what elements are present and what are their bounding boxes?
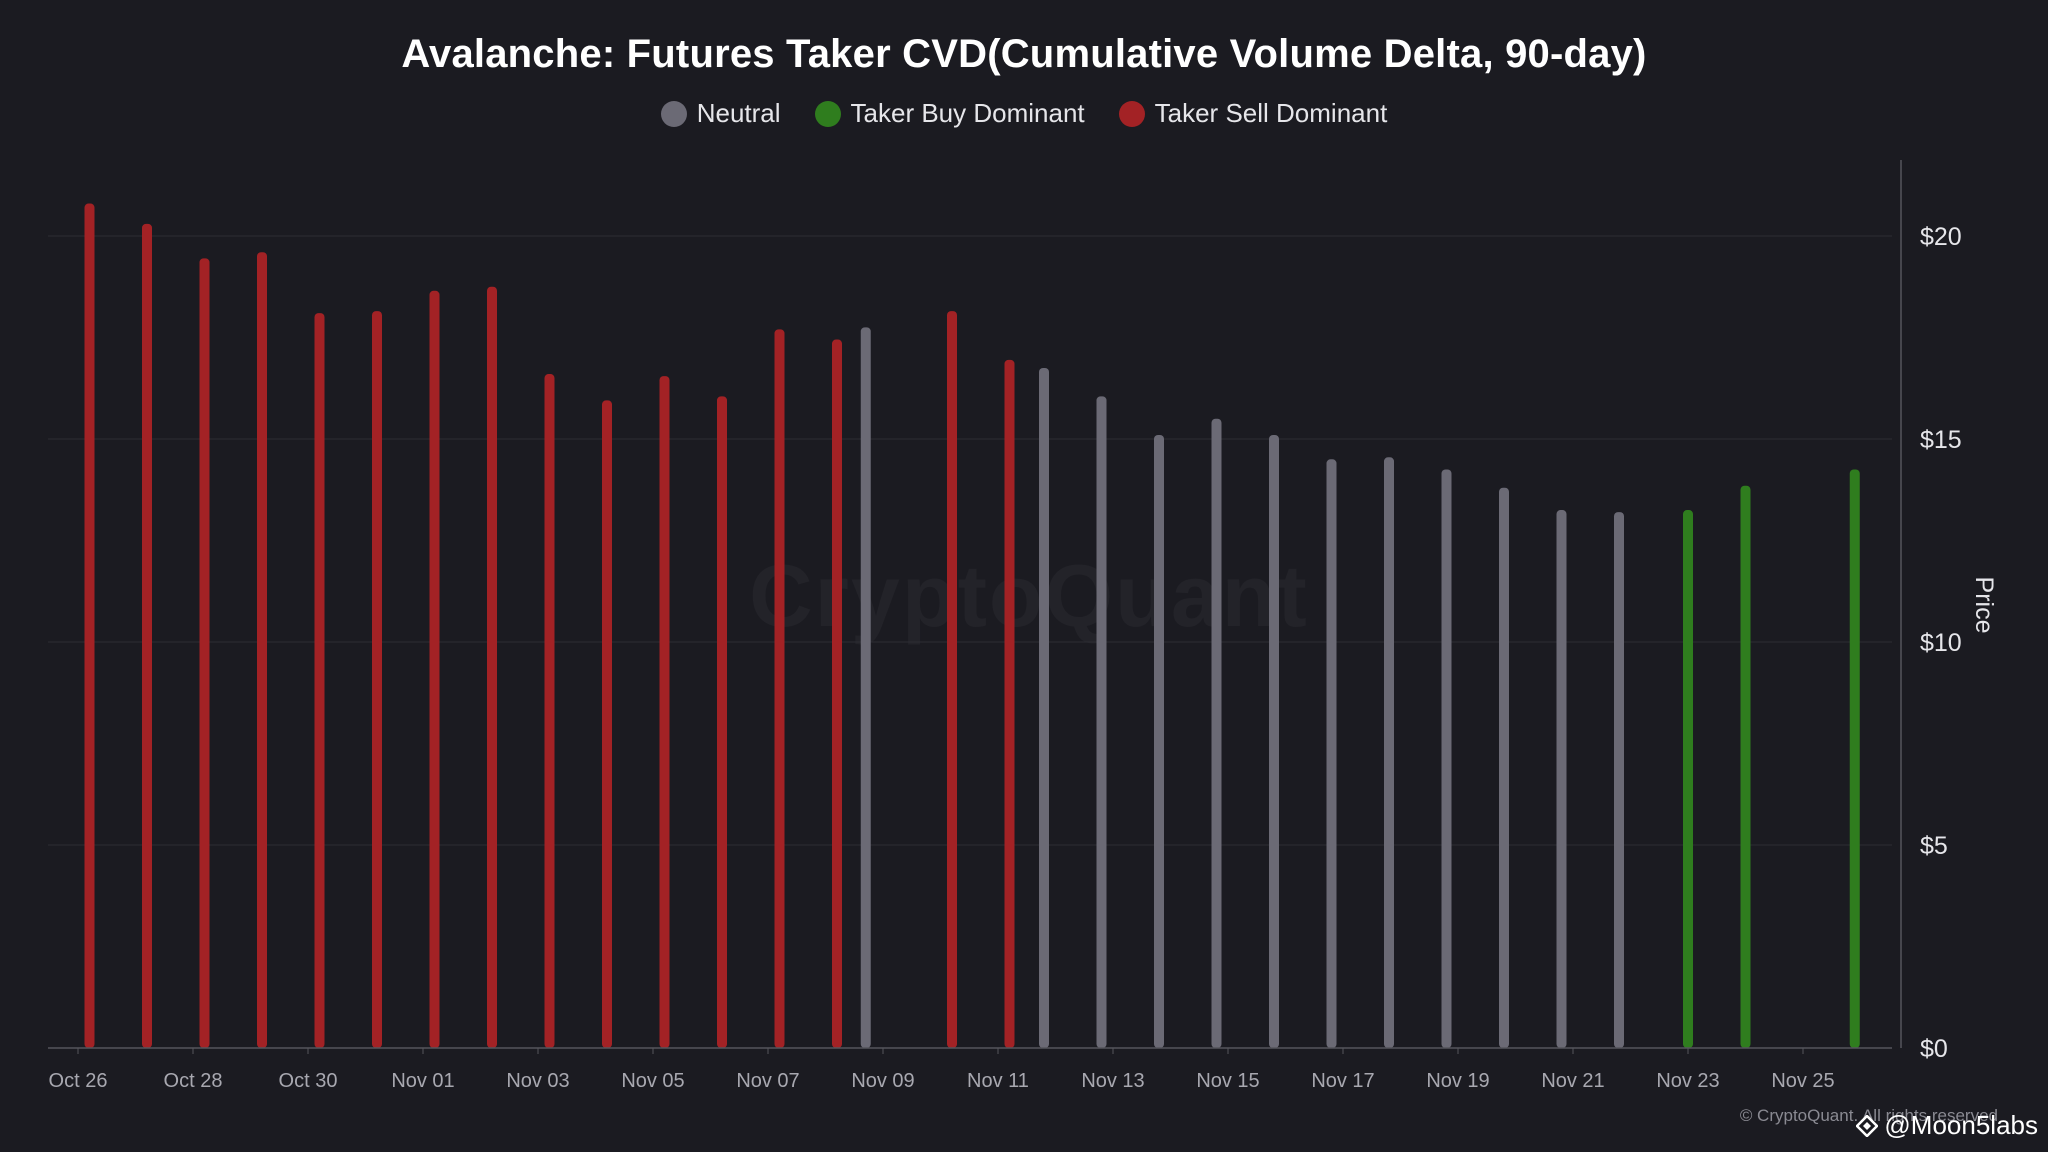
legend-dot-taker-buy bbox=[814, 100, 841, 127]
bar-neutral[interactable] bbox=[1441, 469, 1452, 1048]
legend-label-neutral: Neutral bbox=[696, 98, 781, 128]
bar-neutral[interactable] bbox=[1269, 434, 1279, 1048]
bar-neutral[interactable] bbox=[1096, 396, 1107, 1048]
bar-sell[interactable] bbox=[199, 258, 210, 1049]
bar-sell[interactable] bbox=[257, 252, 267, 1049]
x-tick-label: Nov 11 bbox=[967, 1070, 1029, 1092]
y-tick-label: $10 bbox=[1920, 629, 1962, 657]
bar-neutral[interactable] bbox=[1614, 512, 1624, 1048]
legend-label-taker-buy: Taker Buy Dominant bbox=[850, 98, 1085, 128]
bar-sell[interactable] bbox=[774, 329, 785, 1048]
bar-sell[interactable] bbox=[602, 400, 612, 1048]
bar-neutral[interactable] bbox=[1556, 510, 1567, 1048]
bar-sell[interactable] bbox=[544, 374, 555, 1048]
diamond-logo-icon bbox=[1856, 1114, 1879, 1137]
x-tick-label: Oct 28 bbox=[164, 1070, 223, 1092]
bar-buy[interactable] bbox=[1683, 510, 1693, 1048]
bar-sell[interactable] bbox=[659, 376, 670, 1048]
bar-sell[interactable] bbox=[314, 313, 325, 1048]
bar-sell[interactable] bbox=[1004, 359, 1015, 1049]
x-tick-label: Nov 19 bbox=[1426, 1070, 1489, 1092]
chart-title: Avalanche: Futures Taker CVD(Cumulative … bbox=[401, 32, 1647, 76]
bars bbox=[84, 203, 1860, 1049]
y-tick-label: $0 bbox=[1920, 1035, 1948, 1063]
bar-neutral[interactable] bbox=[1154, 434, 1164, 1048]
x-tick-label: Oct 26 bbox=[49, 1070, 108, 1092]
bar-neutral[interactable] bbox=[1211, 418, 1222, 1048]
bar-sell[interactable] bbox=[84, 203, 95, 1048]
bar-sell[interactable] bbox=[947, 311, 957, 1048]
bar-sell[interactable] bbox=[372, 311, 382, 1048]
x-tick-label: Nov 21 bbox=[1541, 1070, 1604, 1092]
grid-lines bbox=[48, 235, 1892, 846]
x-tick-label: Nov 09 bbox=[851, 1070, 914, 1092]
x-tick-label: Nov 03 bbox=[506, 1070, 569, 1092]
x-tick-label: Nov 15 bbox=[1196, 1070, 1259, 1092]
bar-neutral[interactable] bbox=[1384, 457, 1394, 1048]
x-tick-label: Nov 17 bbox=[1311, 1070, 1374, 1092]
bar-sell[interactable] bbox=[142, 223, 152, 1048]
x-tick-label: Nov 13 bbox=[1081, 1070, 1144, 1092]
legend-dot-neutral bbox=[660, 100, 687, 127]
legend: Neutral Taker Buy Dominant Taker Sell Do… bbox=[0, 98, 2048, 129]
credit-label: @Moon5labs bbox=[1856, 1110, 2038, 1141]
y-tick-label: $5 bbox=[1920, 832, 1948, 860]
bar-neutral[interactable] bbox=[1326, 459, 1337, 1048]
x-tick-label: Nov 01 bbox=[391, 1070, 454, 1092]
x-tick-label: Oct 30 bbox=[279, 1070, 338, 1092]
x-tick-label: Nov 07 bbox=[736, 1070, 799, 1092]
legend-item-neutral[interactable]: Neutral bbox=[660, 98, 781, 129]
legend-item-taker-buy[interactable]: Taker Buy Dominant bbox=[814, 98, 1085, 129]
bar-neutral[interactable] bbox=[1499, 487, 1509, 1049]
axes: $0 $5 $10 $15 $20 Oct 26 Oct 28 Oct 30 Nov 01 Nov… bbox=[48, 160, 1998, 1092]
bar-neutral[interactable] bbox=[1039, 367, 1049, 1048]
x-tick-label: Nov 05 bbox=[621, 1070, 684, 1092]
bar-sell[interactable] bbox=[717, 396, 727, 1048]
bar-sell[interactable] bbox=[832, 339, 842, 1048]
credit-text: @Moon5labs bbox=[1884, 1110, 2038, 1140]
x-tick-label: Nov 23 bbox=[1656, 1070, 1719, 1092]
legend-label-taker-sell: Taker Sell Dominant bbox=[1154, 98, 1388, 128]
legend-dot-taker-sell bbox=[1118, 100, 1145, 127]
legend-item-taker-sell[interactable]: Taker Sell Dominant bbox=[1118, 98, 1388, 129]
bar-sell[interactable] bbox=[429, 290, 440, 1048]
y-tick-label: $15 bbox=[1920, 426, 1962, 454]
bar-buy[interactable] bbox=[1740, 485, 1751, 1048]
y-tick-label: $20 bbox=[1920, 223, 1962, 251]
bar-sell[interactable] bbox=[487, 286, 497, 1048]
x-tick-label: Nov 25 bbox=[1771, 1070, 1834, 1092]
bar-neutral[interactable] bbox=[860, 327, 871, 1049]
bar-buy[interactable] bbox=[1849, 469, 1860, 1048]
y-axis-title: Price bbox=[1970, 577, 1998, 634]
